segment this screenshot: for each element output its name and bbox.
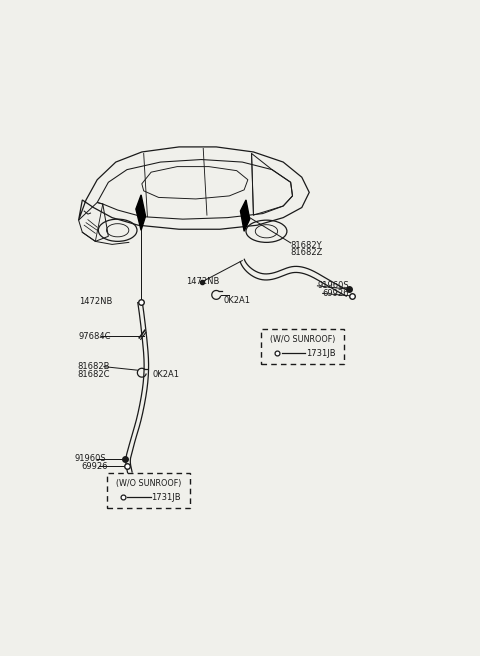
Text: 91960S: 91960S (75, 454, 107, 463)
Text: 81682Z: 81682Z (290, 249, 323, 258)
Polygon shape (240, 200, 250, 232)
Text: 69926: 69926 (323, 289, 349, 298)
Text: 81682C: 81682C (78, 370, 110, 379)
Text: (W/O SUNROOF): (W/O SUNROOF) (116, 480, 181, 488)
Text: 1731JB: 1731JB (306, 348, 336, 358)
FancyBboxPatch shape (261, 329, 344, 363)
FancyBboxPatch shape (107, 473, 190, 508)
Text: 91960S: 91960S (317, 281, 349, 291)
Text: 97684C: 97684C (79, 332, 111, 341)
Text: 1731JB: 1731JB (152, 493, 181, 502)
Text: 1472NB: 1472NB (79, 297, 112, 306)
Text: 0K2A1: 0K2A1 (152, 370, 179, 379)
Text: 81682B: 81682B (78, 362, 110, 371)
Polygon shape (136, 195, 145, 230)
Text: (W/O SUNROOF): (W/O SUNROOF) (270, 335, 336, 344)
Text: 81682Y: 81682Y (290, 241, 322, 250)
Text: 0K2A1: 0K2A1 (224, 297, 251, 306)
Text: 69926: 69926 (82, 462, 108, 470)
Text: 1472NB: 1472NB (186, 277, 220, 286)
